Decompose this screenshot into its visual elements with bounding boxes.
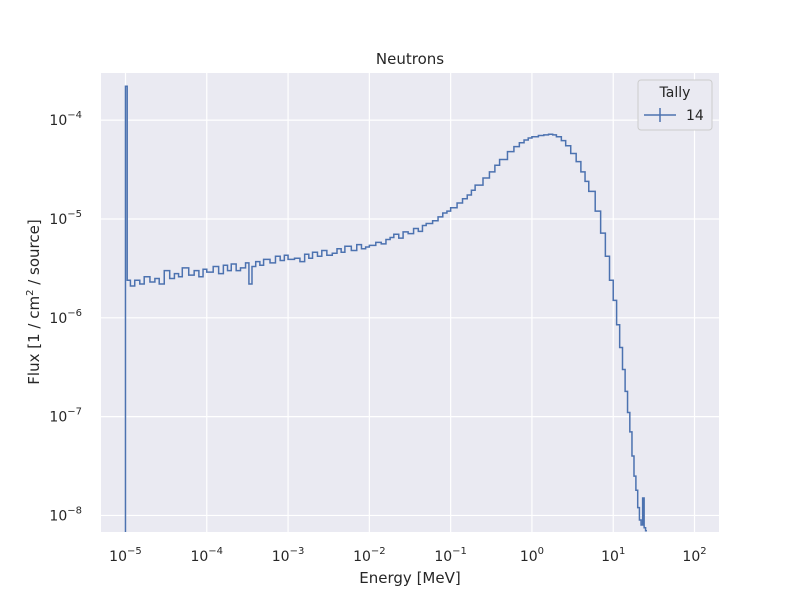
y-tick-label-3: 10−5 — [49, 209, 82, 228]
series-layer — [124, 85, 647, 532]
legend: Tally 14 — [637, 79, 713, 131]
chart-title: Neutrons — [376, 50, 444, 68]
grid-lines — [101, 73, 719, 532]
y-axis-label-part-1: Flux [1 / cm — [25, 296, 43, 385]
y-axis-ticks: 10−8 10−7 10−6 10−5 10−4 — [49, 110, 82, 524]
y-tick-label-2: 10−6 — [49, 308, 82, 327]
legend-title: Tally — [659, 85, 691, 101]
y-tick-label-0: 10−8 — [49, 505, 82, 524]
legend-entry-14: 14 — [686, 108, 704, 124]
x-tick-label-7: 102 — [682, 546, 706, 565]
y-tick-label-4: 10−4 — [49, 110, 82, 129]
legend-box — [637, 79, 713, 131]
y-tick-label-1: 10−7 — [49, 407, 82, 426]
x-tick-label-2: 10−3 — [272, 546, 305, 565]
x-tick-label-5: 100 — [520, 546, 544, 565]
x-tick-label-0: 10−5 — [109, 546, 142, 565]
x-tick-label-6: 101 — [601, 546, 625, 565]
x-tick-label-3: 10−2 — [353, 546, 386, 565]
x-axis-ticks: 10−5 10−4 10−3 10−2 10−1 100 101 102 — [109, 546, 706, 565]
y-axis-label-part-2: / source] — [25, 219, 43, 289]
plot-background — [101, 73, 719, 532]
y-axis-label-superscript: 2 — [25, 290, 36, 296]
series-line-14 — [124, 85, 647, 532]
x-tick-label-1: 10−4 — [190, 546, 223, 565]
x-axis-label: Energy [MeV] — [359, 569, 460, 587]
y-axis-label: Flux [1 / cm2 / source] — [25, 219, 43, 384]
x-tick-label-4: 10−1 — [434, 546, 467, 565]
